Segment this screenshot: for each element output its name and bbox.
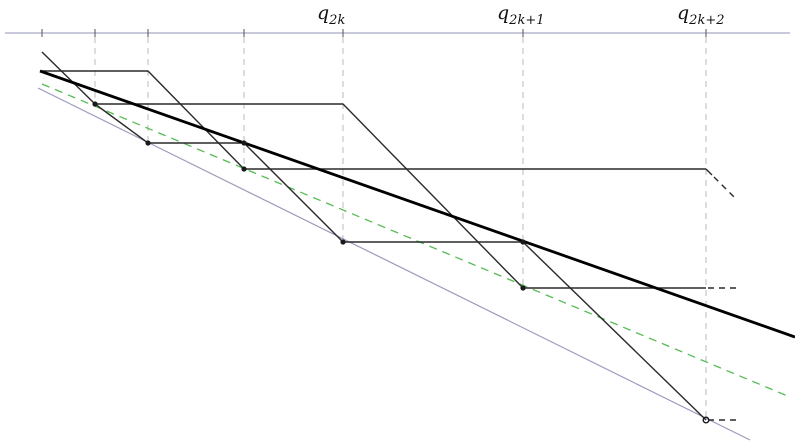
point bbox=[241, 166, 247, 172]
point bbox=[92, 101, 98, 107]
diagonal-segment bbox=[41, 51, 96, 105]
point bbox=[145, 140, 151, 146]
point bbox=[241, 140, 247, 146]
heavy-line bbox=[39, 69, 795, 339]
continuation-dash bbox=[713, 176, 738, 201]
point bbox=[520, 239, 526, 245]
continuation-dashes bbox=[708, 176, 738, 421]
diagonal-segment bbox=[342, 103, 524, 289]
diagonal-segment bbox=[147, 70, 245, 170]
vertical-guides bbox=[94, 37, 707, 420]
point bbox=[702, 416, 710, 424]
green-dashed-line bbox=[41, 83, 791, 398]
point bbox=[520, 285, 526, 291]
label-q2k-plus-2: q2k+2 bbox=[677, 2, 724, 28]
diagonal-segment bbox=[705, 168, 713, 176]
point bbox=[340, 239, 346, 245]
label-q2k: q2k bbox=[317, 2, 345, 28]
diagonal-segments bbox=[41, 51, 713, 421]
lower-bound-line bbox=[37, 87, 751, 441]
points bbox=[92, 101, 710, 424]
label-q2k-plus-1: q2k+1 bbox=[497, 2, 544, 28]
axis-ticks bbox=[41, 29, 707, 37]
diagonal-segment bbox=[94, 103, 149, 144]
horizontal-segments bbox=[42, 70, 706, 289]
diagonal-segment bbox=[522, 241, 707, 421]
diagonal-segment bbox=[243, 142, 344, 243]
